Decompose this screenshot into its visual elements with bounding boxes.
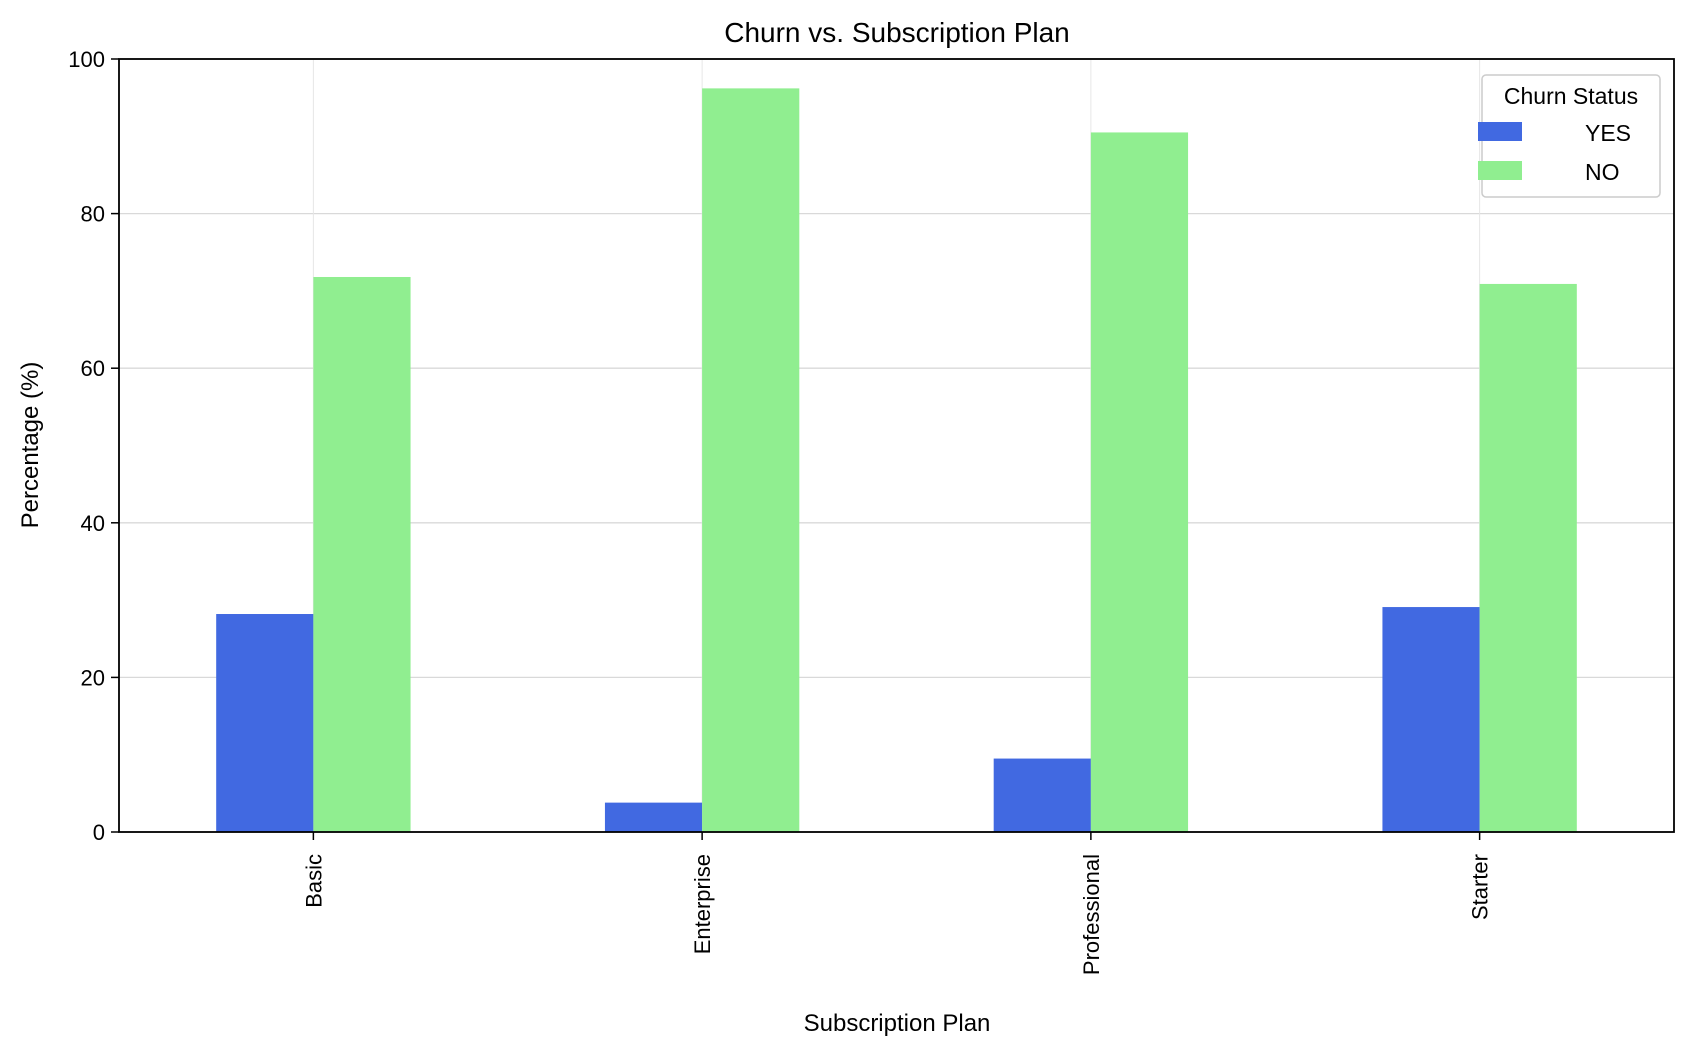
bars <box>216 88 1577 833</box>
legend-swatch-no <box>1478 161 1522 180</box>
bar-no-basic <box>313 276 411 833</box>
bar-yes-professional <box>993 758 1091 832</box>
bar-no-professional <box>1090 132 1189 832</box>
y-tick-label: 80 <box>81 202 105 227</box>
x-tick-label: Basic <box>301 854 326 908</box>
legend: Churn Status YES NO <box>1478 74 1661 198</box>
chart-title: Churn vs. Subscription Plan <box>724 17 1070 48</box>
x-axis: Basic Enterprise Professional Starter <box>301 832 1493 975</box>
y-axis-label: Percentage (%) <box>17 362 44 529</box>
y-tick-label: 20 <box>81 665 105 690</box>
bar-no-starter <box>1479 283 1577 832</box>
x-tick-label: Enterprise <box>690 854 715 954</box>
bar-no-enterprise <box>702 88 800 832</box>
legend-label-no: NO <box>1585 159 1620 185</box>
y-axis: 0 20 40 60 80 100 <box>68 47 119 845</box>
legend-swatch-yes <box>1478 122 1522 141</box>
legend-title: Churn Status <box>1504 83 1638 109</box>
x-tick-label: Professional <box>1079 854 1104 975</box>
plot-frame <box>118 58 1675 833</box>
y-tick-label: 60 <box>81 356 105 381</box>
x-tick-label: Starter <box>1468 854 1493 920</box>
y-tick-label: 100 <box>68 47 105 72</box>
bar-yes-starter <box>1382 607 1480 832</box>
legend-label-yes: YES <box>1585 120 1631 146</box>
x-axis-label: Subscription Plan <box>804 1010 991 1037</box>
bar-yes-basic <box>216 614 314 832</box>
y-tick-label: 40 <box>81 511 105 536</box>
bar-yes-enterprise <box>604 802 703 832</box>
y-tick-label: 0 <box>93 820 105 845</box>
